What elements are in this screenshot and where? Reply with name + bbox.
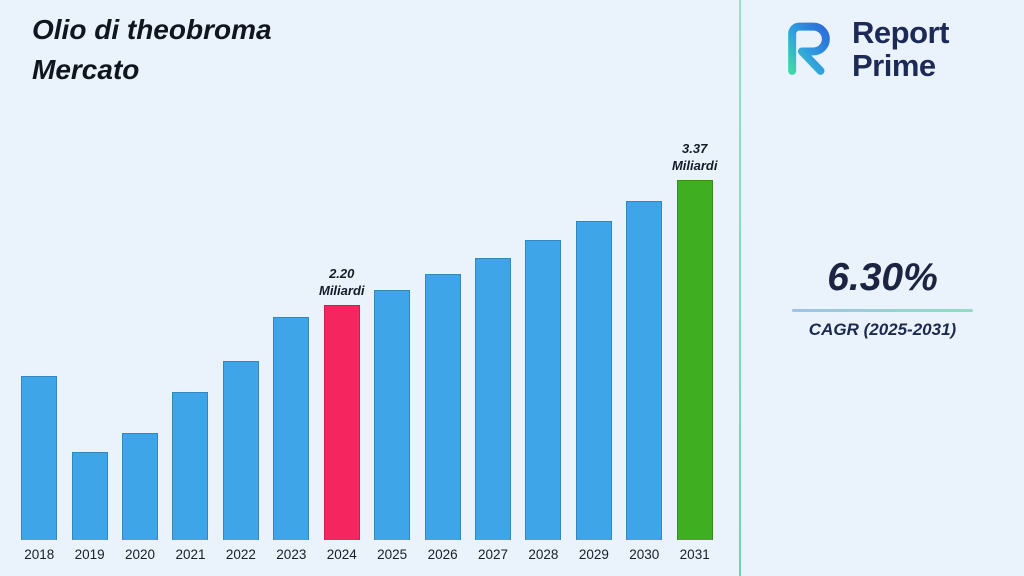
- bar-slot-2027: [468, 258, 518, 540]
- axis-label-2022: 2022: [225, 547, 256, 562]
- axis-label-2026: 2026: [427, 547, 458, 562]
- cagr-underline: [792, 309, 973, 312]
- bar-2030: [626, 201, 663, 540]
- bar-2020: [122, 433, 159, 540]
- bar-slot-2028: [518, 240, 568, 540]
- report-prime-logo-text: Report Prime: [852, 14, 949, 83]
- bar-chart: 2.20 Miliardi 3.37 Miliardi 2018 2019 2020 202…: [14, 70, 720, 562]
- bar-slot-2029: [569, 221, 619, 540]
- bar-2021: [172, 392, 209, 540]
- bar-slot-2018: [14, 376, 64, 540]
- bar-2027: [475, 258, 511, 540]
- cagr-block: 6.30% CAGR (2025-2031): [790, 256, 975, 340]
- bar-2031: [676, 180, 713, 540]
- axis-label-2020: 2020: [125, 547, 156, 562]
- axis-label-2018: 2018: [24, 547, 55, 562]
- cagr-label: CAGR (2025-2031): [808, 320, 957, 339]
- page-title: Olio di theobroma Mercato: [32, 10, 272, 90]
- bar-slot-2021: [165, 392, 215, 540]
- bar-2022: [222, 361, 259, 540]
- bar-slot-2031: 3.37 Miliardi: [669, 141, 719, 540]
- axis-label-2031: 2031: [679, 547, 710, 562]
- axis-label-2027: 2027: [477, 547, 509, 562]
- bar-2023: [273, 317, 310, 540]
- axis-label-2024: 2024: [326, 547, 357, 562]
- logo-text-line2: Prime: [852, 47, 936, 83]
- axis-label-2023: 2023: [276, 547, 307, 562]
- bars-row: 2.20 Miliardi 3.37 Miliardi: [14, 70, 720, 540]
- bar-2028: [525, 240, 562, 540]
- bar-slot-2030: [619, 201, 669, 540]
- report-prime-logo: Report Prime: [778, 16, 949, 83]
- bar-slot-2025: [367, 290, 417, 540]
- axis-label-2028: 2028: [528, 547, 559, 562]
- divider-line: [739, 0, 741, 576]
- bar-2025: [374, 290, 411, 540]
- bar-annotation-2024: 2.20 Miliardi: [318, 266, 365, 299]
- bar-2026: [424, 274, 461, 540]
- axis-label-2025: 2025: [377, 547, 408, 562]
- logo-text-line1: Report: [852, 14, 949, 50]
- axis-label-2029: 2029: [578, 547, 609, 562]
- bar-2019: [71, 452, 108, 540]
- page-title-line1: Olio di theobroma: [32, 14, 272, 45]
- axis-label-2021: 2021: [175, 547, 206, 562]
- axis-label-2030: 2030: [629, 547, 660, 562]
- bar-annotation-2031: 3.37 Miliardi: [671, 141, 718, 174]
- bar-slot-2023: [266, 317, 316, 540]
- bar-slot-2024: 2.20 Miliardi: [317, 266, 367, 540]
- bar-slot-2020: [115, 433, 165, 540]
- bar-slot-2022: [216, 361, 266, 540]
- cagr-value: 6.30%: [827, 256, 938, 299]
- bar-2024: [323, 305, 360, 540]
- bar-2018: [21, 376, 58, 540]
- axis-label-2019: 2019: [74, 547, 105, 562]
- bar-slot-2019: [64, 452, 114, 540]
- bar-slot-2026: [417, 274, 467, 540]
- bar-2029: [575, 221, 612, 540]
- axis-row: 2018 2019 2020 2021 2022 2023 2024 2025 2026 2027…: [14, 547, 720, 562]
- report-prime-logo-icon: [778, 16, 840, 83]
- page-title-line2: Mercato: [32, 53, 140, 85]
